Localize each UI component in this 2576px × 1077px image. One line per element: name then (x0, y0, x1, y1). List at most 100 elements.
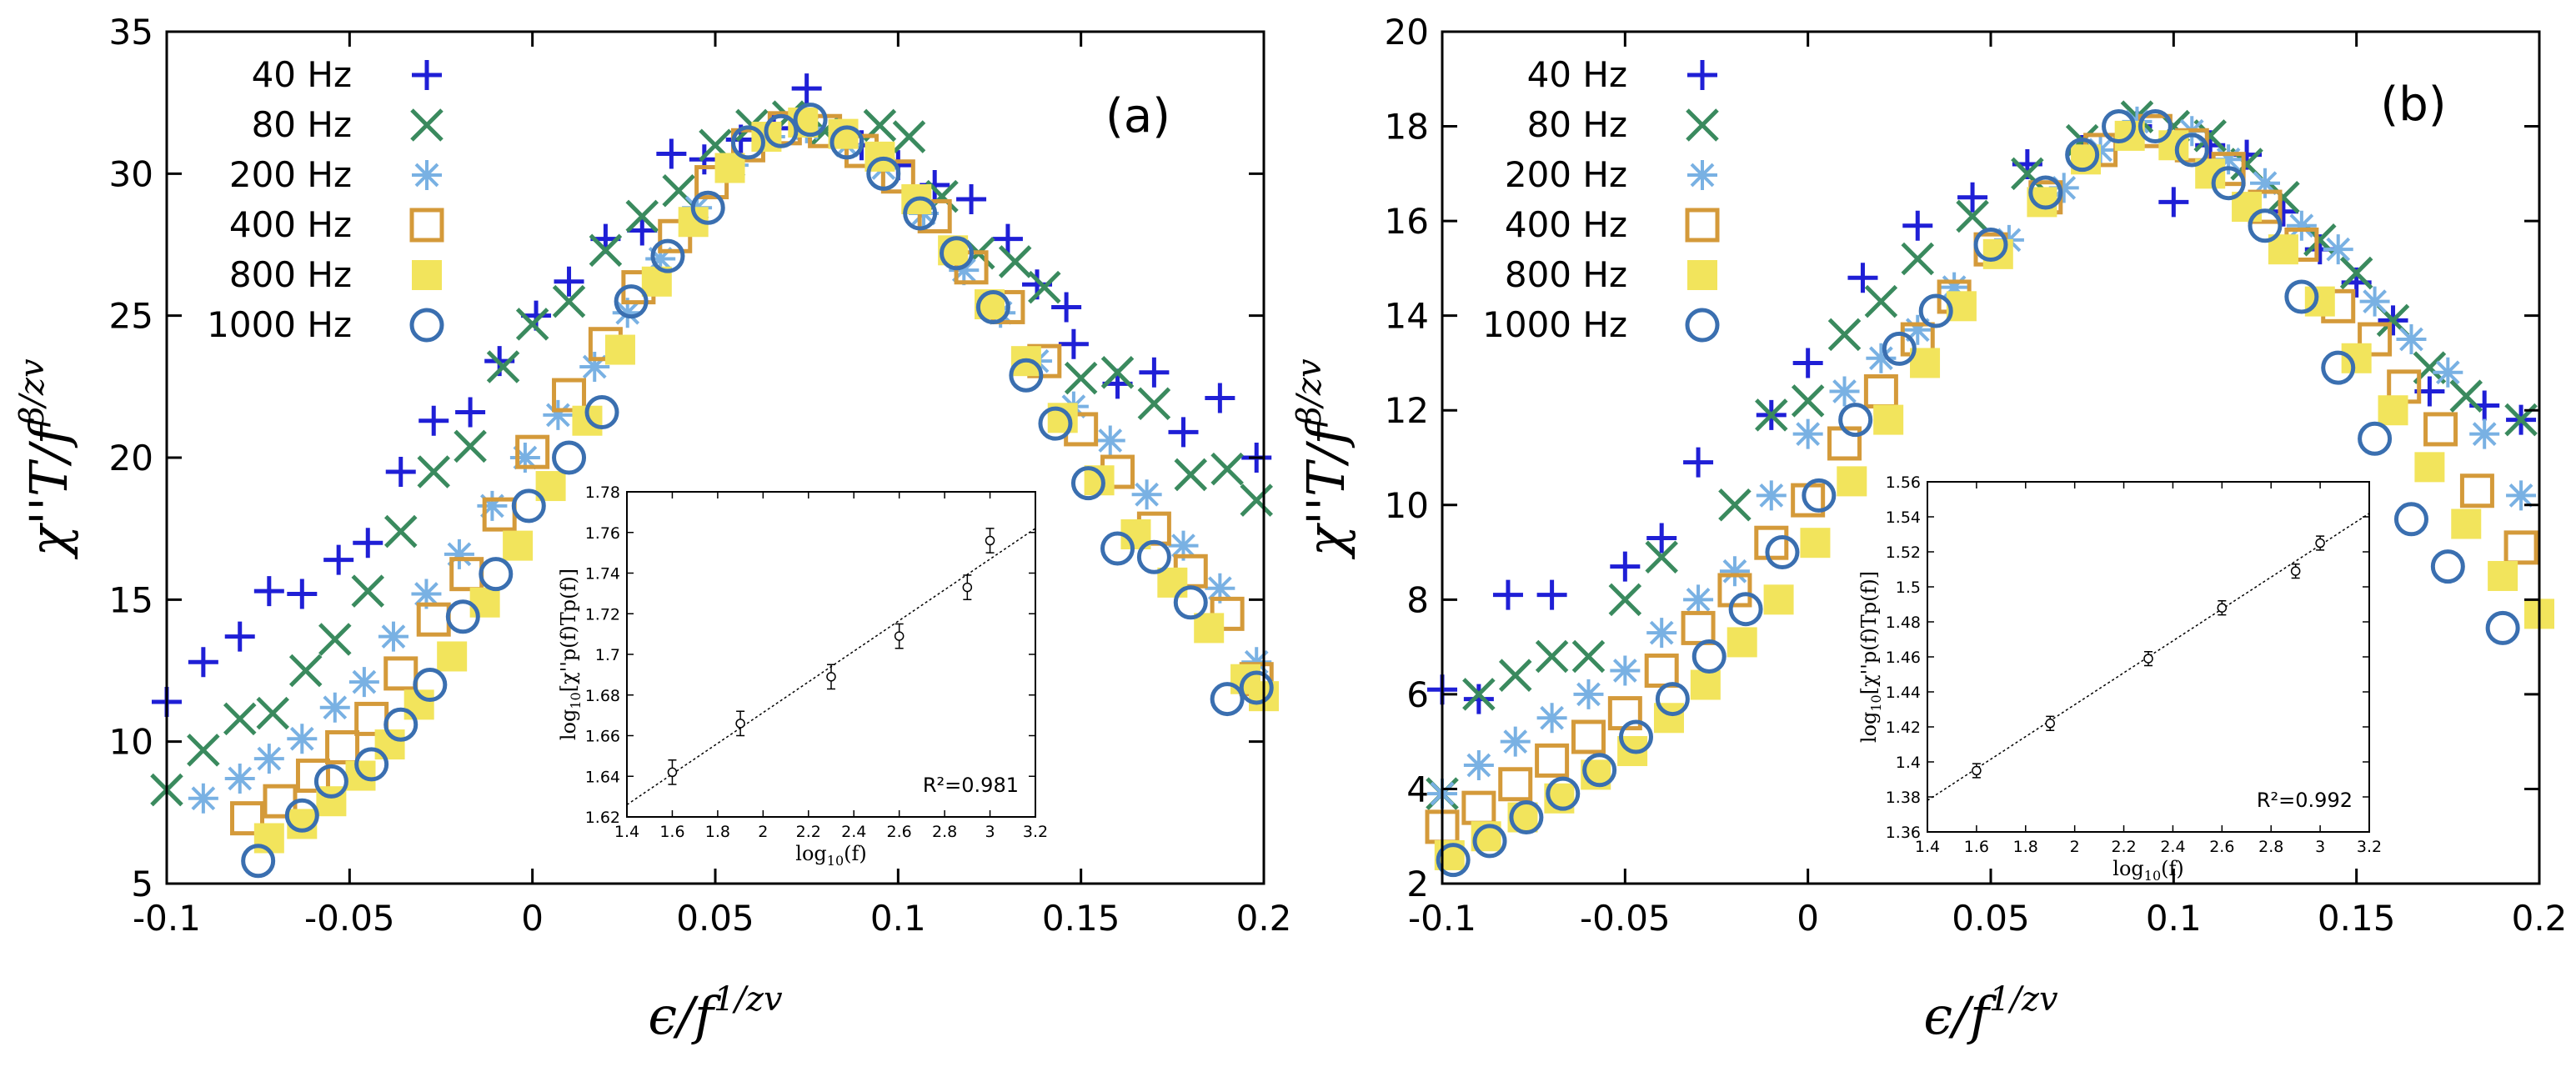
inset-x-tick-label: 1.8 (2013, 838, 2038, 856)
inset-x-tick-label: 1.6 (1964, 838, 1989, 856)
data-point (1028, 270, 1061, 304)
x-tick-label: 0.15 (1042, 898, 1120, 939)
y-tick-label: 15 (109, 579, 153, 620)
y-tick-label: 20 (109, 438, 153, 478)
legend-item: 80 Hz (1527, 104, 1719, 145)
inset-y-tick-label: 1.4 (1896, 754, 1921, 772)
data-point (2248, 208, 2283, 243)
series-1000hz (1436, 109, 2520, 878)
legend-marker (409, 308, 444, 343)
inset-r2-annotation: R²=0.992 (2257, 789, 2353, 812)
data-point (2321, 350, 2356, 385)
data-point (1973, 228, 2008, 262)
data-point (1791, 384, 1825, 418)
inset-y-tick-label: 1.54 (1886, 508, 1921, 527)
data-point (383, 707, 418, 742)
data-point (1754, 525, 1789, 560)
data-point (509, 443, 540, 473)
inset-data-point (985, 535, 995, 546)
data-point (552, 284, 586, 318)
legend-label: 1000 Hz (1482, 304, 1627, 345)
data-point (378, 621, 408, 652)
x-axis-title-sup: 1/zv (714, 980, 783, 1019)
data-point (2485, 610, 2520, 645)
data-point (714, 153, 745, 183)
y-tick-label: 5 (131, 864, 153, 904)
inset-data-point (826, 672, 836, 682)
data-point (1051, 292, 1082, 323)
data-point (1646, 523, 1677, 554)
data-point (612, 298, 643, 328)
data-point (256, 696, 289, 730)
legend-label: 200 Hz (1505, 154, 1627, 195)
legend-marker (412, 60, 442, 90)
y-tick-label: 18 (1385, 107, 1429, 148)
x-tick-label: 0.2 (1236, 898, 1292, 939)
data-point (1717, 573, 1752, 608)
data-point (253, 576, 284, 607)
data-point (2459, 473, 2494, 508)
inset-y-tick-label: 1.56 (1886, 473, 1921, 492)
data-point (2488, 560, 2518, 591)
data-point (385, 457, 416, 488)
data-point (1827, 318, 1862, 352)
inset-x-tick-label: 3.2 (2357, 838, 2382, 856)
data-point (1645, 540, 1678, 574)
data-point (791, 73, 822, 104)
data-point (1194, 613, 1225, 644)
data-point (444, 538, 474, 569)
data-point (1535, 743, 1570, 778)
data-point (1582, 753, 1617, 788)
legend: 40 Hz 80 Hz 200 Hz 400 Hz 800 Hz 1000 Hz (1482, 54, 1720, 345)
series-800hz (1434, 120, 2554, 870)
data-point (1500, 726, 1531, 757)
x-tick-label: -0.1 (133, 898, 201, 939)
y-tick-label: 35 (109, 12, 153, 53)
inset-x-tick-label: 2 (758, 823, 768, 841)
x-tick-label: 0.05 (676, 898, 754, 939)
data-point (903, 196, 938, 231)
inset-x-tick-label: 2.4 (2160, 838, 2185, 856)
data-point (1957, 182, 1988, 213)
data-point (1157, 567, 1188, 598)
x-tick-label: -0.05 (1580, 898, 1671, 939)
data-point (1461, 790, 1496, 825)
series-1000hz (241, 103, 1274, 879)
inset-data-point (667, 767, 678, 778)
data-point (241, 844, 276, 879)
data-point (230, 801, 265, 836)
data-point (2503, 530, 2538, 565)
data-point (2158, 187, 2189, 218)
x-tick-label: 0.1 (2146, 898, 2202, 939)
data-point (1901, 242, 1935, 276)
inset-y-tick-label: 1.74 (585, 565, 620, 584)
data-point (1802, 478, 1837, 513)
data-point (2414, 452, 2445, 483)
data-point (479, 557, 514, 592)
legend-label: 400 Hz (1505, 204, 1627, 245)
data-point (477, 490, 508, 521)
data-point (1136, 539, 1171, 574)
legend-marker (1687, 260, 1717, 290)
legend-label: 80 Hz (252, 104, 352, 145)
inset-data-point (1972, 765, 1982, 776)
data-point (2378, 395, 2408, 426)
data-point (1100, 356, 1135, 389)
data-point (383, 656, 418, 691)
inset-r2-annotation: R²=0.981 (923, 774, 1019, 797)
inset-data-point (894, 631, 905, 641)
data-point (486, 350, 520, 383)
data-point (880, 159, 915, 194)
data-point (1038, 406, 1073, 441)
x-tick-label: 0.15 (2318, 898, 2396, 939)
data-point (543, 399, 574, 430)
data-point (418, 405, 449, 436)
inset-y-tick-label: 1.62 (585, 809, 620, 827)
inset-y-tick-label: 1.36 (1886, 824, 1921, 842)
data-point (1064, 361, 1098, 395)
data-point (2430, 549, 2465, 584)
y-axis-title: χ''T/fβ/zv (1291, 358, 1356, 560)
data-point (413, 668, 448, 703)
data-point (1956, 199, 1989, 233)
data-point (1095, 425, 1125, 456)
